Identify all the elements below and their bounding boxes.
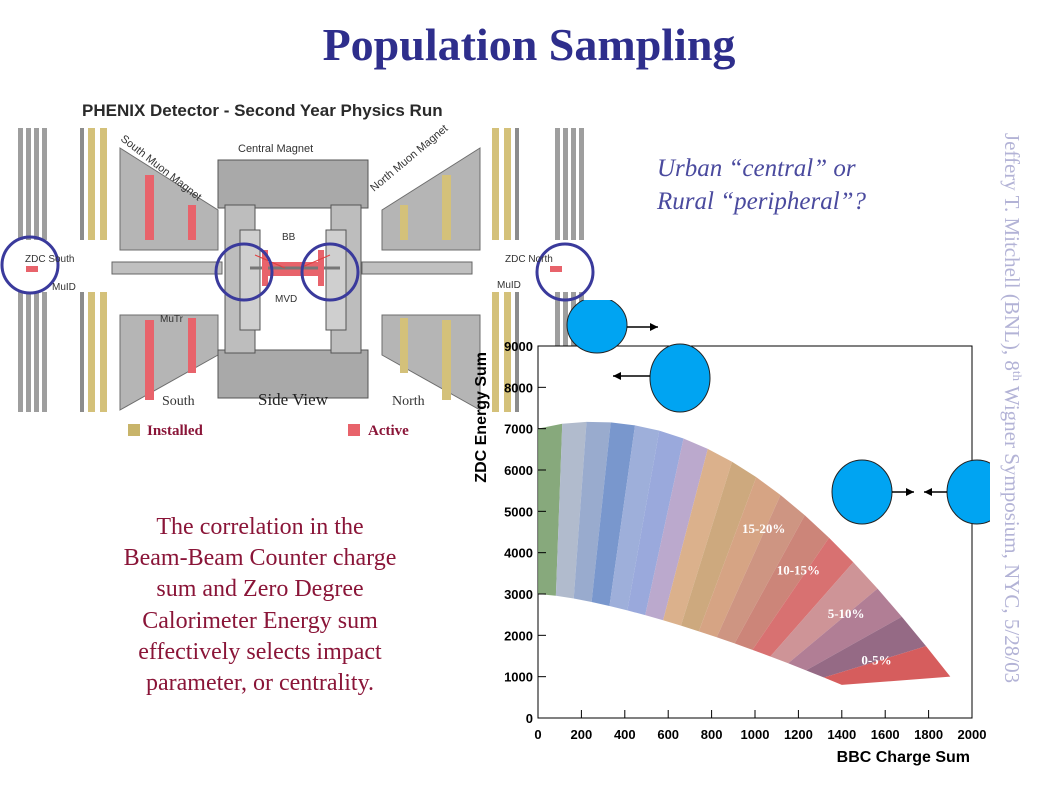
detector-title: PHENIX Detector - Second Year Physics Ru… xyxy=(82,101,443,120)
centrality-band xyxy=(609,425,660,611)
x-tick-label: 400 xyxy=(614,727,636,742)
centrality-label: 0-5% xyxy=(861,652,891,667)
centrality-label: 10-15% xyxy=(777,563,820,578)
x-tick-label: 600 xyxy=(657,727,679,742)
y-axis-label: ZDC Energy Sum xyxy=(473,352,490,483)
central-magnet xyxy=(111,159,473,399)
description-line: sum and Zero Degree xyxy=(156,576,364,603)
centrality-band xyxy=(770,562,878,664)
arrow-left-icon xyxy=(924,488,932,496)
centrality-band xyxy=(645,438,708,621)
author-sidebar: Jeffery T. Mitchell (BNL), 8th Wigner Sy… xyxy=(999,48,1025,768)
description-line: Beam-Beam Counter charge xyxy=(123,545,397,572)
centrality-question: Urban “central” or Rural “peripheral”? xyxy=(657,153,866,218)
side-view-label: Side View xyxy=(258,390,329,409)
legend-active-swatch xyxy=(348,424,360,436)
y-tick-label: 0 xyxy=(526,711,533,726)
y-tick-label: 9000 xyxy=(504,339,533,354)
centrality-band xyxy=(663,448,733,626)
y-tick-label: 2000 xyxy=(504,628,533,643)
zdc-bbc-scatter-plot: 0 200 400 600 800 1000 1200 1400 1600 1800 2000 0 10… xyxy=(473,300,990,766)
centrality-band xyxy=(752,537,854,657)
description-line: Calorimeter Energy sum xyxy=(142,607,378,634)
legend-active-label: Active xyxy=(368,423,409,439)
south-plates xyxy=(18,128,107,412)
y-tick-label: 5000 xyxy=(504,504,533,519)
bb-label: BB xyxy=(282,232,296,243)
legend-installed-label: Installed xyxy=(147,423,204,439)
page-title: Population Sampling xyxy=(322,19,736,70)
description-line: parameter, or centrality. xyxy=(145,669,375,696)
description-line: The correlation in the xyxy=(156,514,364,540)
arrow-right-icon xyxy=(906,488,914,496)
centrality-labels: 0-5% 5-10% 10-15% 15-20% xyxy=(742,521,892,667)
arrow-left-icon xyxy=(613,372,621,380)
nucleus-bottom-left xyxy=(649,343,711,413)
centrality-band xyxy=(698,477,781,638)
x-tick-label: 2000 xyxy=(958,727,987,742)
y-tick-label: 8000 xyxy=(504,380,533,395)
centrality-band xyxy=(734,515,830,650)
centrality-band xyxy=(806,616,927,678)
mutr-label: MuTr xyxy=(160,314,184,325)
x-tick-label: 800 xyxy=(701,727,723,742)
description-line: effectively selects impact xyxy=(138,638,382,665)
centrality-label: 5-10% xyxy=(828,606,865,621)
central-magnet-label: Central Magnet xyxy=(238,143,313,155)
centrality-band xyxy=(716,495,805,644)
zdc-south-label: ZDC South xyxy=(25,254,74,265)
nucleus-central-left xyxy=(831,459,893,525)
author-text-rest: Wigner Symposium, NYC, 5/28/03 xyxy=(1000,380,1024,684)
y-tick-label: 6000 xyxy=(504,463,533,478)
description: The correlation in the Beam-Beam Counter… xyxy=(55,512,465,699)
x-axis-label: BBC Charge Sum xyxy=(837,749,970,766)
x-tick-label: 1600 xyxy=(871,727,900,742)
north-label: North xyxy=(392,394,425,409)
x-tick-label: 1200 xyxy=(784,727,813,742)
muid-south-label: MuID xyxy=(52,282,76,293)
muid-north-label: MuID xyxy=(497,280,521,291)
nucleus-top-left xyxy=(566,300,628,354)
x-tick-label: 1000 xyxy=(741,727,770,742)
x-tick-label: 1800 xyxy=(914,727,943,742)
centrality-band xyxy=(788,588,902,671)
y-tick-label: 7000 xyxy=(504,422,533,437)
y-tick-label: 4000 xyxy=(504,546,533,561)
centrality-band xyxy=(555,421,587,599)
arrow-right-icon xyxy=(650,323,658,331)
x-tick-label: 0 xyxy=(534,727,541,742)
centrality-band xyxy=(680,461,757,632)
mvd-label: MVD xyxy=(275,294,297,305)
centrality-band xyxy=(627,430,684,616)
centrality-band xyxy=(591,422,636,606)
x-tick-label: 1400 xyxy=(827,727,856,742)
question-line-2: Rural “peripheral”? xyxy=(657,187,867,215)
author-sup: th xyxy=(1010,370,1025,381)
south-label: South xyxy=(162,394,195,409)
zdc-north-label: ZDC North xyxy=(505,254,553,265)
legend-installed-swatch xyxy=(128,424,140,436)
centrality-bands xyxy=(538,421,951,685)
phenix-detector-diagram: PHENIX Detector - Second Year Physics Ru… xyxy=(0,101,595,439)
centrality-band xyxy=(573,421,611,603)
x-tick-label: 200 xyxy=(571,727,593,742)
colliding-nuclei xyxy=(566,300,990,525)
y-tick-label: 1000 xyxy=(504,670,533,685)
centrality-label: 15-20% xyxy=(742,521,785,536)
question-line-1: Urban “central” or xyxy=(657,155,856,182)
centrality-band xyxy=(823,646,951,685)
plot-axes: 0 200 400 600 800 1000 1200 1400 1600 1800 2000 0 10… xyxy=(504,339,986,742)
y-tick-label: 3000 xyxy=(504,587,533,602)
author-text: Jeffery T. Mitchell (BNL), 8 xyxy=(1000,132,1024,371)
